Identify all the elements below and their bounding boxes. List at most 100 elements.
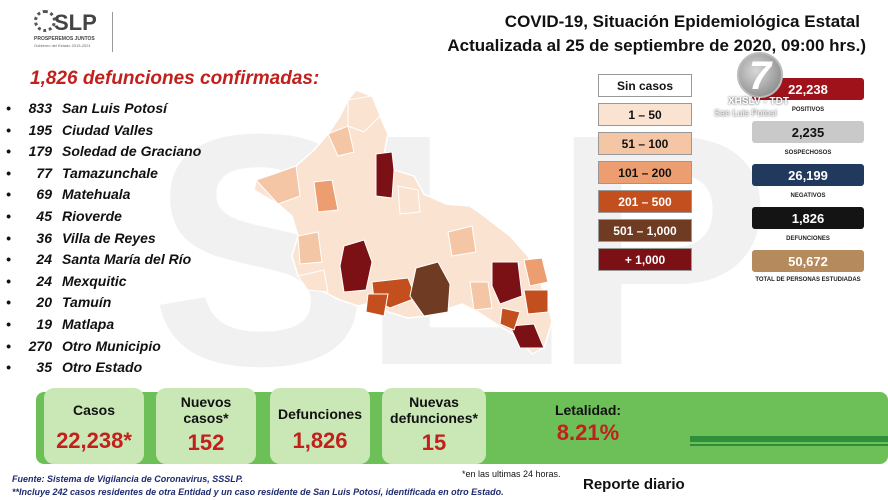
- stat-value: 2,235: [752, 121, 864, 143]
- stat-label: NEGATIVOS: [790, 193, 826, 199]
- map-region-huasteca-a: [523, 257, 549, 287]
- summary-value: 1,826: [292, 428, 348, 453]
- bullet: •: [6, 337, 11, 354]
- summary-card-new-deaths: Nuevas defunciones* 15: [382, 388, 486, 464]
- summary-label: Nuevos casos*: [180, 394, 232, 426]
- list-item: • 69 Matehuala: [6, 186, 246, 208]
- map-legend: Sin casos 1 – 50 51 – 100 101 – 200 201 …: [598, 74, 692, 277]
- bullet: •: [6, 100, 11, 116]
- stat-label: TOTAL DE PERSONAS ESTUDIADAS: [755, 277, 861, 283]
- bullet: •: [6, 229, 11, 246]
- summary-card-cases: Casos 22,238*: [44, 388, 144, 464]
- logo-word: SLP: [54, 10, 97, 35]
- bullet: •: [6, 186, 11, 203]
- legend-item: 501 – 1,000: [598, 219, 692, 242]
- summary-label: Nuevas defunciones*: [390, 394, 478, 426]
- map-region-center-c: [397, 185, 421, 215]
- municipality-name: Tamazunchale: [62, 164, 158, 181]
- stat-value: 1,826: [752, 207, 864, 229]
- map-region-huasteca-c: [499, 307, 521, 331]
- bullet: •: [6, 272, 11, 289]
- stat-label: SOSPECHOSOS: [784, 150, 832, 156]
- municipality-name: Mexquitic: [62, 272, 127, 289]
- list-item: • 195 Ciudad Valles: [6, 122, 246, 144]
- municipality-name: San Luis Potosí: [62, 100, 168, 116]
- list-item: • 24 Santa María del Río: [6, 251, 246, 273]
- list-item: • 20 Tamuín: [6, 294, 246, 316]
- summary-bar-stripe: [690, 444, 888, 446]
- summary-card-deaths: Defunciones 1,826: [270, 388, 370, 464]
- map-region-north-b: [327, 125, 355, 157]
- summary-label: Casos: [72, 402, 116, 418]
- list-item: • 270 Otro Municipio: [6, 338, 246, 360]
- map-region-center-b: [297, 269, 329, 293]
- list-item: • 179 Soledad de Graciano: [6, 143, 246, 165]
- deaths-heading: 1,826 defunciones confirmadas:: [30, 68, 320, 89]
- summary-value: 15: [421, 430, 447, 455]
- summary-bar: Casos 22,238* Nuevos casos* 152 Defuncio…: [0, 388, 888, 470]
- map-region-north: [347, 95, 381, 133]
- stats-panel: 22,238 POSITIVOS 2,235 SOSPECHOSOS 26,19…: [752, 78, 864, 300]
- bullet: •: [6, 207, 11, 224]
- map-region-west-c: [297, 231, 323, 265]
- death-count: 24: [36, 251, 52, 268]
- bullet: •: [6, 315, 11, 332]
- summary-value: 22,238*: [56, 428, 132, 453]
- legend-item: 101 – 200: [598, 161, 692, 184]
- bullet: •: [6, 121, 11, 138]
- map-region-matehuala: [375, 151, 395, 199]
- logo-emblem-icon: [34, 10, 56, 32]
- state-choropleth-map: [253, 89, 553, 355]
- channel-location: San Luis Potosí: [714, 108, 778, 118]
- death-count: 833: [28, 100, 52, 116]
- death-count: 19: [36, 315, 52, 332]
- municipality-name: Otro Municipio: [62, 337, 161, 354]
- list-item: • 19 Matlapa: [6, 316, 246, 338]
- bullet: •: [6, 359, 11, 376]
- municipality-name: Tamuín: [62, 294, 112, 311]
- logo-divider: [112, 12, 113, 52]
- summary-bar-stripe: [690, 436, 888, 442]
- map-region-slp-capital: [339, 239, 373, 293]
- map-region-center-a: [447, 225, 477, 257]
- death-count: 69: [36, 186, 52, 203]
- municipality-name: Otro Estado: [62, 359, 143, 376]
- summary-label: Defunciones: [277, 406, 362, 422]
- channel-name: XHSLV - TDT: [728, 96, 789, 107]
- municipality-name: Santa María del Río: [62, 251, 192, 268]
- municipality-name: Ciudad Valles: [62, 121, 154, 138]
- legend-item: 51 – 100: [598, 132, 692, 155]
- report-label: Reporte diario: [583, 476, 685, 493]
- death-count: 77: [36, 164, 52, 181]
- bullet: •: [6, 294, 11, 311]
- bullet: •: [6, 251, 11, 268]
- summary-label: Letalidad:: [554, 402, 622, 418]
- death-count: 24: [36, 272, 52, 289]
- bullet: •: [6, 164, 11, 181]
- death-count: 35: [36, 359, 52, 376]
- list-item: • 24 Mexquitic: [6, 273, 246, 295]
- summary-card-new-cases: Nuevos casos* 152: [156, 388, 256, 464]
- death-count: 270: [28, 337, 52, 354]
- page-title: COVID-19, Situación Epidemiológica Estat…: [504, 12, 860, 31]
- summary-card-lethality: Letalidad: 8.21%: [488, 388, 688, 464]
- summary-value: 152: [187, 430, 225, 455]
- death-count: 20: [36, 294, 52, 311]
- municipality-name: Matlapa: [62, 315, 115, 332]
- death-count: 36: [36, 229, 52, 246]
- map-region-west-a: [255, 165, 301, 205]
- map-region-east-a: [469, 281, 493, 311]
- stat-label: POSITIVOS: [791, 107, 825, 113]
- map-region-west-b: [313, 179, 339, 213]
- bullet: •: [6, 143, 11, 160]
- logo-subline: Gobierno del Estado 2015-2021: [34, 43, 91, 48]
- list-item: • 45 Rioverde: [6, 208, 246, 230]
- summary-value: 8.21%: [556, 420, 620, 445]
- channel-number: 7: [748, 54, 772, 98]
- death-count: 45: [36, 207, 52, 224]
- municipality-name: Soledad de Graciano: [62, 143, 202, 160]
- stat-value: 26,199: [752, 164, 864, 186]
- death-count: 195: [28, 121, 52, 138]
- map-region-huasteca-b: [523, 289, 549, 315]
- legend-item: Sin casos: [598, 74, 692, 97]
